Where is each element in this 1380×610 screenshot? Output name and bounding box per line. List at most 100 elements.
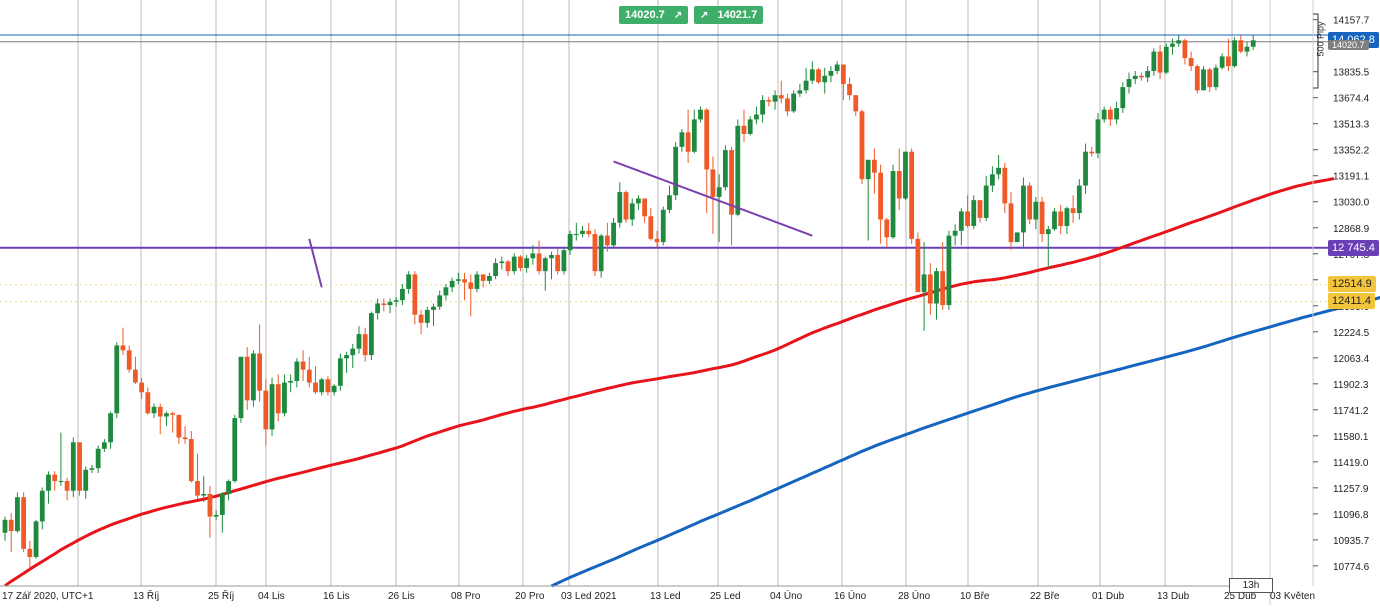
candle-body xyxy=(673,147,678,195)
candle-body xyxy=(1040,202,1045,234)
candle-body xyxy=(77,442,82,490)
candle-body xyxy=(431,307,436,310)
candle-body xyxy=(605,236,610,246)
candle-body xyxy=(493,263,498,276)
candle-body xyxy=(313,383,318,393)
candle-body xyxy=(748,119,753,134)
candle-body xyxy=(226,481,231,494)
candle-body xyxy=(108,413,113,442)
candle-body xyxy=(568,234,573,250)
candle-body xyxy=(947,236,952,305)
candle-body xyxy=(760,100,765,115)
candle-body xyxy=(1108,110,1113,120)
candle-body xyxy=(52,475,57,481)
candle-body xyxy=(456,279,461,281)
scale-label: 500 Pipy xyxy=(1316,21,1326,56)
x-tick-label: 04 Lis xyxy=(258,591,285,602)
candle-body xyxy=(9,520,14,531)
candle-body xyxy=(630,203,635,219)
candle-body xyxy=(679,132,684,147)
candle-body xyxy=(549,255,554,258)
y-tick-label: 11419.0 xyxy=(1333,458,1369,469)
candle-body xyxy=(282,383,287,414)
candle-body xyxy=(40,491,45,522)
alert-tag[interactable]: 12514.9 xyxy=(1328,276,1376,292)
candle-body xyxy=(239,357,244,418)
sell-button[interactable]: 14020.7 ↗ xyxy=(619,6,688,24)
candle-body xyxy=(450,281,455,287)
horizontal-level-tag[interactable]: 12 745.4 xyxy=(1328,240,1379,256)
candle-body xyxy=(1201,69,1206,90)
candle-body xyxy=(984,186,989,218)
candle-body xyxy=(686,132,691,151)
candle-body xyxy=(611,223,616,246)
candle-body xyxy=(698,110,703,120)
y-tick-label: 13835.5 xyxy=(1333,68,1370,79)
x-tick-label: 20 Pro xyxy=(515,591,545,602)
candle-body xyxy=(27,549,32,557)
trendline xyxy=(309,239,321,287)
y-tick-label: 11741.2 xyxy=(1333,406,1369,417)
candle-body xyxy=(915,239,920,292)
alert-tag[interactable]: 12411.4 xyxy=(1328,293,1375,309)
y-tick-label: 13674.4 xyxy=(1333,94,1370,105)
buy-button[interactable]: ↗ 14021.7 xyxy=(694,6,763,24)
candle-body xyxy=(922,274,927,292)
candle-body xyxy=(326,379,331,392)
candle-body xyxy=(742,126,747,134)
candle-body xyxy=(574,234,579,235)
candle-body xyxy=(891,171,896,237)
candle-body xyxy=(953,231,958,236)
x-tick-label: 25 Říj xyxy=(208,589,234,602)
candle-body xyxy=(412,274,417,314)
candle-body xyxy=(1120,87,1125,108)
candle-body xyxy=(381,303,386,305)
candle-body xyxy=(959,211,964,230)
candle-body xyxy=(499,261,504,263)
candle-body xyxy=(1238,40,1243,51)
candle-body xyxy=(425,310,430,323)
candle-body xyxy=(810,69,815,80)
candle-body xyxy=(90,468,95,470)
candle-body xyxy=(791,94,796,112)
candle-body xyxy=(319,379,324,392)
candle-body xyxy=(1214,68,1219,87)
candle-body xyxy=(462,279,467,282)
candle-body xyxy=(878,173,883,220)
candle-body xyxy=(754,115,759,120)
x-tick-label: 03 Květen xyxy=(1270,591,1315,602)
candle-body xyxy=(1021,186,1026,233)
y-tick-label: 12063.4 xyxy=(1333,354,1370,365)
candle-body xyxy=(71,442,76,490)
candle-body xyxy=(835,65,840,71)
candle-body xyxy=(543,258,548,271)
candle-body xyxy=(388,302,393,305)
candle-body xyxy=(232,418,237,481)
candle-body xyxy=(847,84,852,95)
candle-body xyxy=(152,407,157,413)
y-tick-label: 11257.9 xyxy=(1333,484,1369,495)
candle-body xyxy=(487,276,492,281)
candle-body xyxy=(661,210,666,242)
candle-body xyxy=(860,111,865,179)
x-tick-label: 16 Úno xyxy=(834,589,867,602)
x-tick-label: 25 Led xyxy=(710,591,741,602)
candle-body xyxy=(1114,108,1119,119)
candle-body xyxy=(636,199,641,204)
candle-body xyxy=(419,315,424,323)
candle-body xyxy=(394,300,399,302)
timeframe-label[interactable]: 13h xyxy=(1229,578,1273,593)
candle-body xyxy=(530,253,535,258)
candle-body xyxy=(1207,69,1212,87)
candle-body xyxy=(1232,40,1237,66)
candle-body xyxy=(444,287,449,295)
candle-body xyxy=(1096,119,1101,153)
candle-body xyxy=(723,150,728,187)
candle-body xyxy=(83,470,88,491)
candle-body xyxy=(276,384,281,413)
candle-body xyxy=(996,168,1001,174)
candle-body xyxy=(866,160,871,179)
